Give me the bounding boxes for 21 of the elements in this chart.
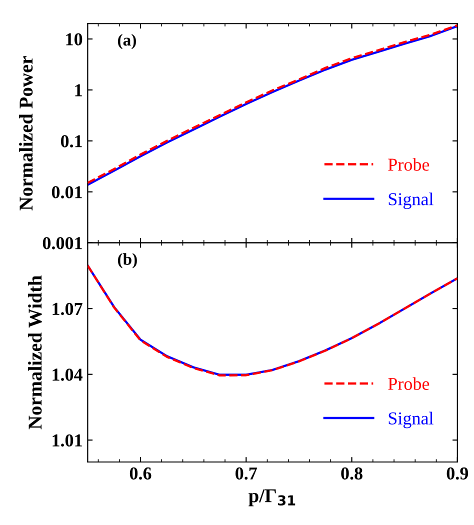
legend-label: Signal [388, 192, 434, 210]
annotation: (a) [118, 34, 136, 50]
y-tick-label: 0.001 [42, 237, 82, 250]
y-tick-label: 1.07 [52, 302, 82, 316]
x-tick-label: 0.8 [341, 467, 362, 480]
legend-label: Probe [388, 158, 430, 171]
y-tick-label: 0.1 [60, 135, 82, 148]
y-tick-label: 1.04 [52, 368, 82, 381]
x-tick-label: 0.6 [130, 467, 152, 480]
y-axis-title: Normalized Width [28, 276, 42, 430]
x-axis-title: p/Γ$_{31}$ [248, 489, 296, 506]
y-tick-label: 1.01 [52, 434, 82, 447]
y-tick-label: 1 [75, 84, 82, 96]
y-axis-title: Normalized Power [19, 56, 33, 210]
legend-label: Signal [388, 412, 434, 428]
x-tick-label: 0.7 [236, 467, 257, 480]
legend-label: Probe [388, 377, 430, 390]
y-tick-label: 10 [66, 33, 82, 46]
y-tick-label: 0.01 [52, 186, 82, 198]
x-tick-label: 0.9 [446, 467, 468, 480]
annotation: (b) [118, 253, 137, 268]
